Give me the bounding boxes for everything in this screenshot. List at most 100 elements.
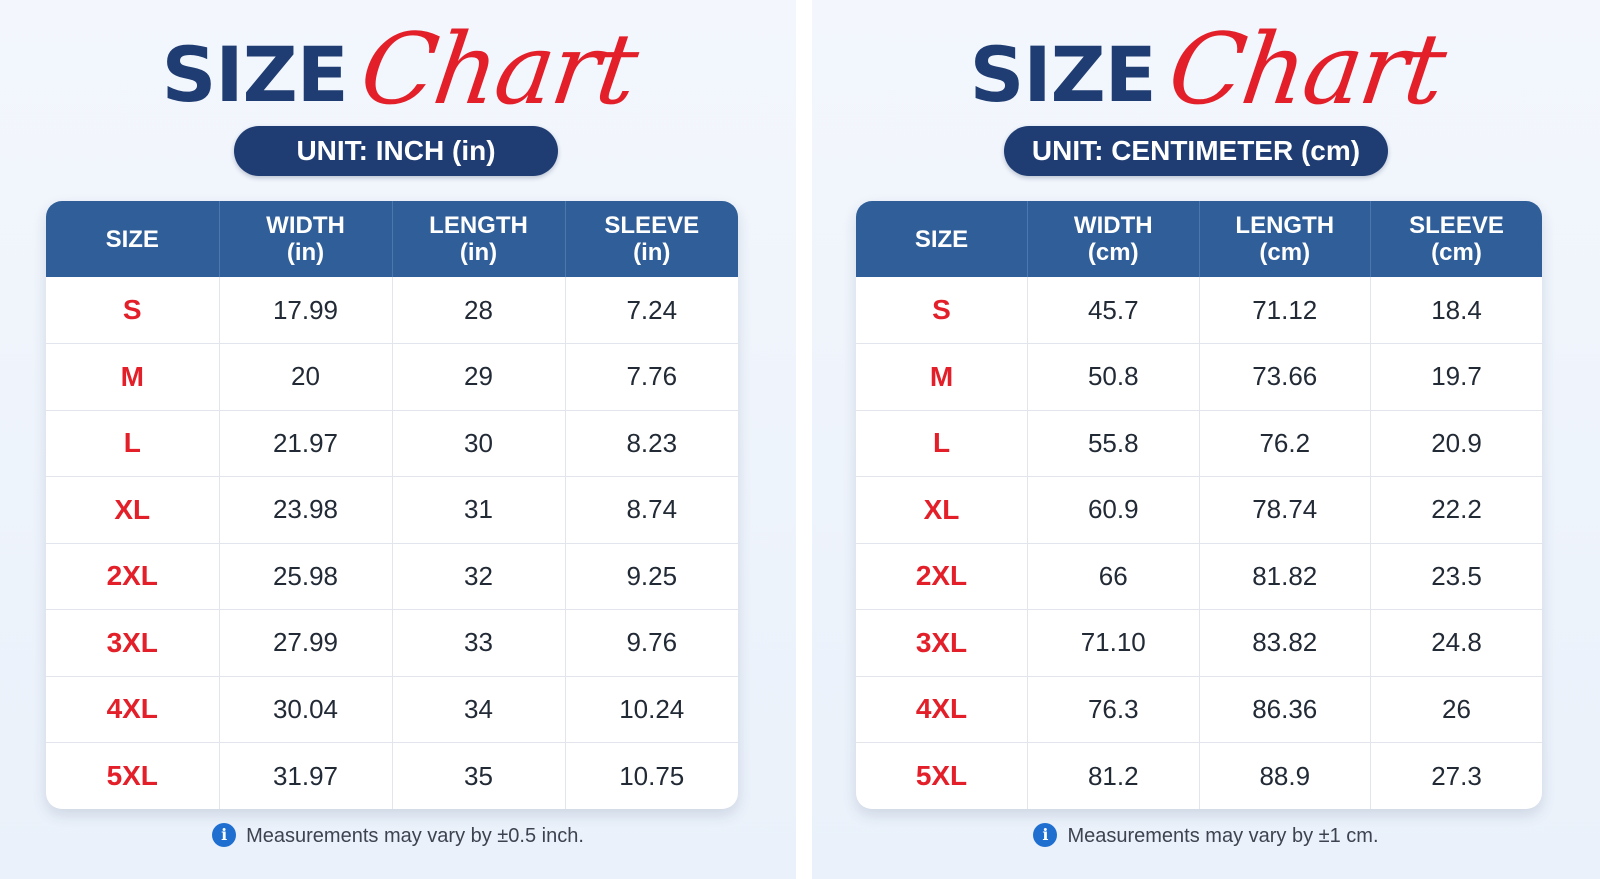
width-value: 50.8 [1027, 343, 1200, 411]
size-chart-cm-panel: SIZEChart UNIT: CENTIMETER (cm) SIZE WID… [812, 0, 1600, 879]
header-unit: (cm) [1431, 239, 1482, 266]
size-chart-inch-panel: SIZEChart UNIT: INCH (in) SIZE WIDTH (in)… [0, 0, 796, 879]
length-value: 76.2 [1199, 410, 1371, 477]
size-label: 3XL [46, 609, 220, 677]
width-value: 20 [219, 343, 393, 411]
sleeve-value: 9.25 [565, 543, 738, 610]
table-row: 4XL 30.04 34 10.24 [46, 676, 738, 743]
table-row: 5XL 31.97 35 10.75 [46, 742, 738, 809]
size-label: 5XL [856, 742, 1028, 809]
size-label: M [46, 343, 220, 411]
size-table: SIZE WIDTH (in) LENGTH (in) SLEEVE (in) S 17… [46, 201, 738, 809]
note-text: Measurements may vary by ±1 cm. [1067, 825, 1379, 847]
header-unit: (in) [459, 239, 498, 266]
size-label: L [46, 410, 220, 477]
unit-badge: UNIT: CENTIMETER (cm) [1004, 126, 1388, 176]
sleeve-value: 18.4 [1370, 277, 1542, 344]
header-unit: (in) [633, 239, 671, 266]
length-value: 31 [392, 476, 566, 544]
size-label: S [46, 277, 220, 344]
header-label: LENGTH [429, 212, 528, 239]
size-label: 4XL [46, 676, 220, 743]
title-bold-text: SIZE [969, 30, 1157, 119]
width-value: 23.98 [219, 476, 393, 544]
sleeve-value: 10.75 [619, 760, 685, 791]
title-script-text: Chart [1161, 13, 1451, 127]
column-header-width: WIDTH (cm) [1027, 201, 1200, 277]
sleeve-value: 7.76 [565, 343, 738, 411]
column-header-length: LENGTH (in) [392, 201, 566, 277]
width-value: 71.10 [1027, 609, 1200, 677]
size-label: 2XL [46, 543, 220, 610]
table-row: M 20 29 7.76 [46, 343, 738, 411]
sleeve-value: 7.24 [565, 277, 738, 344]
sleeve-value: 23.5 [1370, 543, 1542, 610]
sleeve-value: 10.24 [565, 676, 738, 743]
width-value: 17.99 [219, 277, 393, 344]
width-value: 76.3 [1027, 676, 1200, 743]
column-header-length: LENGTH (cm) [1199, 201, 1371, 277]
length-value: 32 [392, 543, 566, 610]
column-header-size: SIZE [46, 201, 220, 277]
width-value: 25.98 [219, 543, 393, 610]
sleeve-value: 26 [1370, 676, 1542, 743]
sleeve-value: 20.9 [1370, 410, 1542, 477]
header-unit: (in) [286, 239, 325, 266]
sleeve-value: 27.3 [1431, 760, 1482, 791]
length-value: 88.9 [1199, 742, 1371, 809]
width-value: 81.2 [1027, 742, 1200, 809]
size-table-card: SIZE WIDTH (cm) LENGTH (cm) SLEEVE (cm) S 45… [856, 201, 1542, 809]
width-value: 45.7 [1027, 277, 1200, 344]
column-header-width: WIDTH (in) [219, 201, 393, 277]
header-label: WIDTH [266, 212, 345, 239]
header-unit: (cm) [1259, 239, 1311, 266]
width-value: 31.97 [219, 742, 393, 809]
sleeve-value: 8.74 [565, 476, 738, 544]
page-title: SIZEChart [0, 13, 796, 127]
header-label: SIZE [105, 225, 159, 253]
title-script-text: Chart [353, 13, 643, 127]
sleeve-value: 8.23 [565, 410, 738, 477]
length-value: 35 [392, 742, 566, 809]
measurement-note: i Measurements may vary by ±1 cm. [812, 823, 1600, 849]
width-value: 27.99 [219, 609, 393, 677]
length-value: 33 [392, 609, 566, 677]
table-header-row: SIZE WIDTH (cm) LENGTH (cm) SLEEVE (cm) [856, 201, 1542, 277]
note-text: Measurements may vary by ±0.5 inch. [246, 825, 584, 847]
measurement-note: i Measurements may vary by ±0.5 inch. [0, 823, 796, 849]
width-value: 66 [1027, 543, 1200, 610]
size-label: 5XL [46, 742, 220, 809]
table-header-row: SIZE WIDTH (in) LENGTH (in) SLEEVE (in) [46, 201, 738, 277]
title-bold-text: SIZE [161, 30, 349, 119]
length-value: 81.82 [1199, 543, 1371, 610]
size-table-card: SIZE WIDTH (in) LENGTH (in) SLEEVE (in) S 17… [46, 201, 738, 809]
table-row: 4XL 76.3 86.36 26 [856, 676, 1542, 743]
length-value: 34 [392, 676, 566, 743]
table-row: L 21.97 30 8.23 [46, 410, 738, 477]
table-row: 3XL 27.99 33 9.76 [46, 609, 738, 677]
size-label: S [856, 277, 1028, 344]
table-row: L 55.8 76.2 20.9 [856, 410, 1542, 477]
sleeve-value: 9.76 [565, 609, 738, 677]
length-value: 28 [392, 277, 566, 344]
size-label: 3XL [856, 609, 1028, 677]
size-label: 2XL [856, 543, 1028, 610]
info-icon: i [212, 823, 237, 848]
header-label: SLEEVE [604, 212, 700, 239]
width-value: 21.97 [219, 410, 393, 477]
length-value: 30 [392, 410, 566, 477]
column-header-size: SIZE [856, 201, 1028, 277]
width-value: 55.8 [1027, 410, 1200, 477]
size-label: M [856, 343, 1028, 411]
length-value: 29 [392, 343, 566, 411]
length-value: 86.36 [1199, 676, 1371, 743]
column-header-sleeve: SLEEVE (cm) [1370, 201, 1542, 277]
size-label: L [856, 410, 1028, 477]
table-row: 3XL 71.10 83.82 24.8 [856, 609, 1542, 677]
header-unit: (cm) [1087, 239, 1139, 266]
size-table: SIZE WIDTH (cm) LENGTH (cm) SLEEVE (cm) S 45… [856, 201, 1542, 809]
table-row: 2XL 66 81.82 23.5 [856, 543, 1542, 610]
length-value: 78.74 [1199, 476, 1371, 544]
header-label: LENGTH [1235, 212, 1335, 239]
table-row: XL 60.9 78.74 22.2 [856, 476, 1542, 544]
